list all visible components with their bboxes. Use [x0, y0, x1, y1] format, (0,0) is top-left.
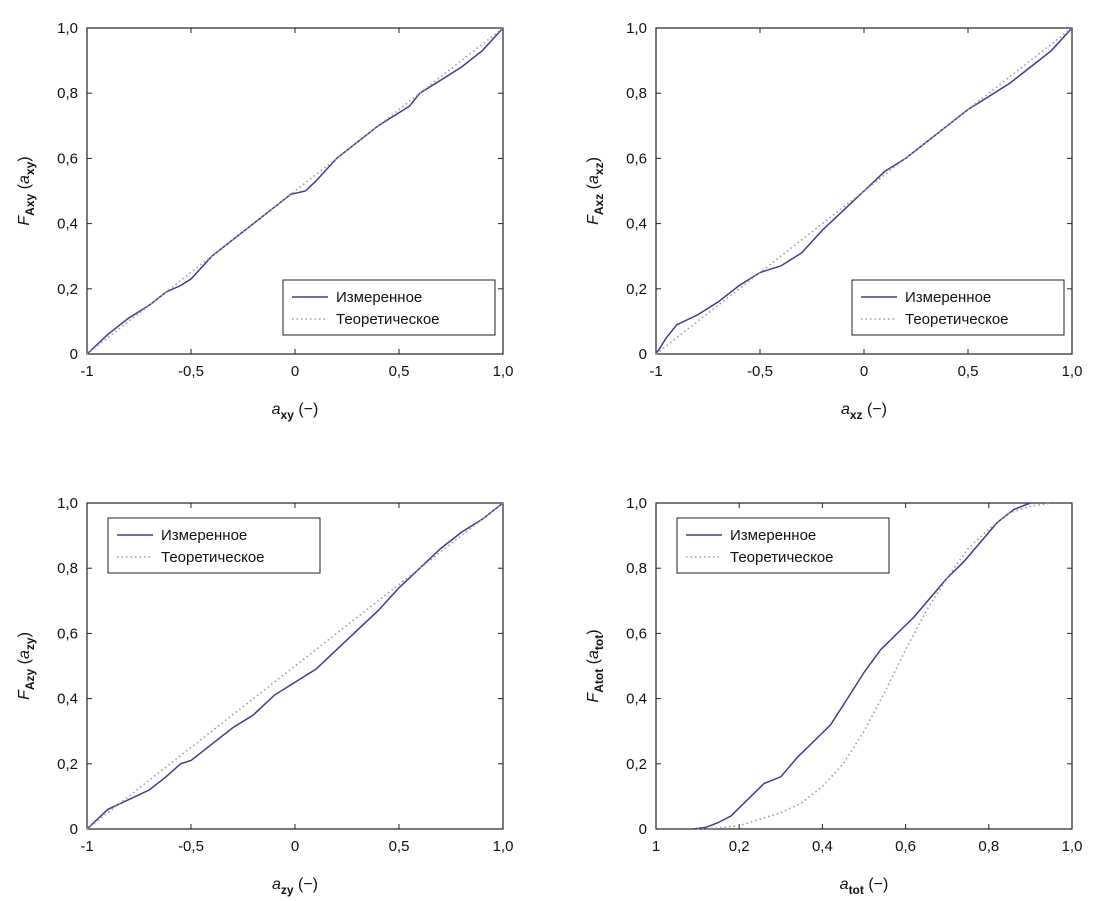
legend-label-theoretical: Теоретическое	[161, 549, 265, 566]
legend-box	[676, 517, 890, 574]
y-axis-label: FAxz (axz)	[585, 157, 606, 225]
y-axis-label: FAzy (azy)	[16, 632, 37, 700]
y-axis-label: FAxy (axy)	[16, 156, 37, 225]
y-tick-label: 0,2	[57, 281, 78, 298]
y-tick-label: 0,2	[57, 756, 78, 773]
x-axis-label: azy (−)	[272, 876, 318, 897]
legend-label-theoretical: Теоретическое	[336, 311, 440, 328]
legend-label-theoretical: Теоретическое	[905, 311, 1009, 328]
y-tick-label: 0,4	[626, 691, 647, 708]
legend-label-measured: Измеренное	[161, 527, 247, 544]
x-tick-label: 0	[860, 363, 868, 380]
y-tick-label: 1,0	[626, 495, 647, 512]
y-tick-label: 0,8	[626, 560, 647, 577]
x-axis-label: atot (−)	[840, 876, 889, 897]
legend-label-measured: Измеренное	[730, 527, 816, 544]
legend-label-theoretical: Теоретическое	[730, 549, 834, 566]
series-line-measured	[86, 502, 504, 830]
x-tick-label: -0,5	[178, 363, 204, 380]
x-tick-label: 0,2	[729, 838, 750, 855]
legend: Измеренное Теоретическое	[282, 279, 496, 336]
y-tick-label: 0	[70, 821, 78, 838]
y-tick-label: 0,6	[626, 150, 647, 167]
series-line-measured	[655, 27, 1073, 355]
x-tick-label: -0,5	[747, 363, 773, 380]
x-tick-label: 1,0	[1062, 838, 1083, 855]
series-line-measured	[86, 27, 504, 355]
plot-frame	[655, 502, 1073, 830]
legend: Измеренное Теоретическое	[851, 279, 1065, 336]
y-tick-label: 0,4	[57, 691, 78, 708]
y-tick-label: 0	[70, 346, 78, 363]
x-tick-label: -0,5	[178, 838, 204, 855]
y-axis-label: FAtot (atot)	[585, 629, 606, 702]
x-tick-label: 0,5	[389, 838, 410, 855]
x-tick-label: 1,0	[493, 838, 514, 855]
chart-panel-p3: -1 -0,5 0 0,5 1,0 0 0,2 0,4 0,6 0,8 1,0 azy (−) FAzy…	[16, 495, 513, 897]
series-line-theoretical	[697, 502, 1052, 830]
legend-label-measured: Измеренное	[905, 289, 991, 306]
x-tick-label: -1	[80, 838, 93, 855]
x-tick-label: 0,5	[389, 363, 410, 380]
x-tick-label: 0,5	[958, 363, 979, 380]
x-axis-label: axz (−)	[841, 401, 887, 422]
y-tick-label: 1,0	[57, 20, 78, 37]
chart-panel-p2: -1 -0,5 0 0,5 1,0 0 0,2 0,4 0,6 0,8 1,0 axz (−) FAxz…	[585, 20, 1082, 422]
y-tick-label: 0,6	[57, 625, 78, 642]
x-axis-label: axy (−)	[272, 401, 319, 422]
x-tick-label: 0,8	[978, 838, 999, 855]
legend: Измеренное Теоретическое	[107, 517, 321, 574]
chart-panel-p1: -1 -0,5 0 0,5 1,0 0 0,2 0,4 0,6 0,8 1,0 axy (−) FAxy…	[16, 20, 513, 422]
y-tick-label: 0	[639, 821, 647, 838]
y-tick-label: 0	[639, 346, 647, 363]
legend-box	[107, 517, 321, 574]
x-tick-label: 0	[291, 838, 299, 855]
series-line-measured	[693, 502, 1031, 830]
y-tick-label: 0,8	[57, 85, 78, 102]
y-tick-label: 0,2	[626, 756, 647, 773]
y-tick-label: 1,0	[626, 20, 647, 37]
y-tick-label: 0,8	[626, 85, 647, 102]
y-tick-label: 0,2	[626, 281, 647, 298]
y-tick-label: 0,8	[57, 560, 78, 577]
x-tick-label: -1	[649, 363, 662, 380]
y-tick-label: 1,0	[57, 495, 78, 512]
chart-panel-p4: 1 0,2 0,4 0,6 0,8 1,0 0 0,2 0,4 0,6 0,8 1,0 atot (−)…	[585, 495, 1082, 897]
x-tick-label: 0,4	[812, 838, 833, 855]
y-tick-label: 0,4	[626, 216, 647, 233]
x-tick-label: 1,0	[1062, 363, 1083, 380]
legend-label-measured: Измеренное	[336, 289, 422, 306]
legend-box	[851, 279, 1065, 336]
y-tick-label: 0,6	[626, 625, 647, 642]
legend: Измеренное Теоретическое	[676, 517, 890, 574]
legend-box	[282, 279, 496, 336]
x-tick-label: -1	[80, 363, 93, 380]
y-tick-label: 0,4	[57, 216, 78, 233]
x-tick-label: 0	[291, 363, 299, 380]
x-tick-label: 1,0	[493, 363, 514, 380]
y-tick-label: 0,6	[57, 150, 78, 167]
x-tick-label: 1	[652, 838, 660, 855]
x-tick-label: 0,6	[895, 838, 916, 855]
